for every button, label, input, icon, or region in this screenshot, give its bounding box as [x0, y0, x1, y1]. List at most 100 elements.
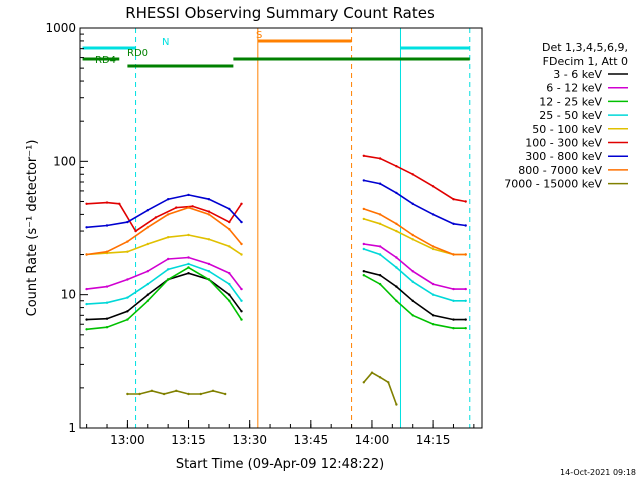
data-point-8-0-0: [126, 392, 129, 396]
data-point-0-0-8: [240, 310, 243, 313]
legend: Det 1,3,4,5,6,9,FDecim 1, Att 03 - 6 keV…: [504, 41, 628, 191]
data-point-8-1-1: [370, 371, 374, 374]
data-point-1-0-7: [228, 272, 231, 275]
data-point-2-0-0: [85, 328, 88, 331]
data-point-2-1-1: [378, 282, 382, 286]
data-point-1-1-0: [362, 242, 365, 246]
data-point-2-1-3: [411, 314, 414, 317]
data-point-7-0-2: [126, 240, 129, 243]
data-point-5-1-1: [378, 157, 382, 160]
data-point-3-0-0: [85, 302, 88, 306]
data-point-7-0-3: [146, 226, 149, 229]
data-point-6-0-5: [187, 193, 190, 197]
data-point-1-0-5: [187, 256, 190, 259]
data-point-0-0-2: [126, 310, 129, 313]
data-point-8-0-7: [211, 389, 215, 392]
y-tick-label-3: 1000: [45, 21, 76, 35]
data-point-1-1-5: [452, 287, 455, 291]
data-point-1-1-6: [464, 287, 467, 291]
data-point-1-1-3: [411, 270, 414, 273]
data-point-3-1-6: [464, 299, 467, 302]
data-point-3-0-3: [146, 282, 149, 286]
x-tick-label-1: 13:15: [171, 433, 206, 447]
data-point-5-0-1: [105, 201, 109, 204]
data-point-4-1-2: [395, 229, 398, 233]
data-point-5-1-2: [395, 165, 398, 168]
data-point-7-0-6: [207, 213, 211, 216]
data-point-4-0-6: [207, 238, 211, 241]
data-point-4-0-2: [126, 250, 129, 253]
legend-label-4: 50 - 100 keV: [532, 123, 602, 136]
data-point-0-0-7: [228, 293, 231, 296]
data-point-4-1-4: [431, 247, 435, 251]
data-point-5-0-9: [240, 202, 243, 205]
data-point-7-0-7: [228, 228, 231, 231]
legend-label-1: 6 - 12 keV: [546, 82, 602, 95]
data-point-4-0-4: [167, 236, 170, 239]
data-point-3-1-5: [452, 299, 455, 302]
data-point-4-1-3: [411, 238, 414, 241]
data-point-7-1-0: [362, 207, 365, 211]
data-point-8-1-4: [395, 403, 398, 406]
data-point-8-0-2: [150, 389, 154, 392]
data-point-8-0-5: [187, 392, 190, 396]
data-point-4-1-0: [362, 217, 365, 221]
data-point-6-0-4: [167, 198, 170, 201]
data-point-8-0-6: [199, 392, 202, 396]
x-tick-label-2: 13:30: [232, 433, 267, 447]
data-point-5-0-0: [85, 202, 88, 205]
data-point-7-1-6: [464, 253, 467, 256]
data-point-5-0-5: [175, 206, 178, 209]
data-point-7-0-0: [85, 253, 88, 256]
data-point-1-1-4: [431, 282, 435, 286]
data-point-6-1-2: [395, 191, 398, 195]
data-point-2-1-2: [395, 299, 398, 302]
data-point-0-0-5: [187, 272, 190, 275]
chart-title: RHESSI Observing Summary Count Rates: [125, 4, 435, 22]
data-point-6-1-0: [362, 179, 365, 182]
y-axis: 1 10 100 1000: [45, 21, 88, 435]
flag-label-rd0: RD0: [127, 48, 148, 59]
data-point-2-0-3: [146, 299, 149, 302]
legend-label-6: 300 - 800 keV: [525, 150, 602, 163]
y-axis-label: Count Rate (s⁻¹ detector⁻¹): [25, 140, 40, 317]
x-tick-label-4: 14:00: [355, 433, 390, 447]
data-point-1-0-8: [240, 287, 243, 291]
data-point-5-0-3: [134, 229, 137, 233]
data-point-1-0-6: [207, 262, 211, 266]
data-point-5-0-4: [154, 216, 158, 219]
data-point-6-0-6: [207, 198, 211, 201]
data-point-5-0-2: [118, 202, 121, 205]
data-point-7-0-8: [240, 242, 243, 246]
data-point-6-0-7: [228, 207, 231, 211]
flag-label-n: N: [162, 37, 169, 48]
data-point-0-1-4: [431, 314, 435, 317]
data-point-8-1-2: [378, 376, 382, 379]
legend-label-5: 100 - 300 keV: [525, 137, 602, 150]
data-point-2-0-4: [167, 278, 170, 281]
data-point-6-1-4: [431, 213, 435, 216]
data-point-7-1-3: [411, 233, 414, 237]
data-point-1-0-4: [167, 257, 170, 261]
data-point-4-0-8: [240, 253, 243, 256]
data-point-7-1-4: [431, 245, 435, 248]
data-point-8-0-3: [162, 392, 166, 396]
data-point-7-1-5: [452, 253, 455, 256]
data-point-1-1-2: [395, 256, 398, 259]
data-point-2-0-2: [126, 318, 129, 321]
plot-area: N S RD0 RD4: [82, 28, 471, 428]
data-point-3-1-1: [378, 253, 382, 256]
legend-label-7: 800 - 7000 keV: [518, 164, 602, 177]
data-point-3-0-2: [126, 296, 129, 299]
data-point-0-1-0: [362, 270, 365, 273]
legend-label-3: 25 - 50 keV: [539, 109, 602, 122]
x-axis-label: Start Time (09-Apr-09 12:48:22): [176, 457, 384, 472]
data-point-4-0-3: [146, 242, 149, 246]
data-point-1-0-0: [85, 287, 88, 291]
data-point-5-1-0: [362, 154, 365, 157]
plot-frame: [79, 27, 483, 429]
data-point-6-0-2: [126, 220, 129, 224]
data-point-6-1-6: [464, 224, 467, 227]
data-point-5-1-4: [431, 185, 435, 188]
